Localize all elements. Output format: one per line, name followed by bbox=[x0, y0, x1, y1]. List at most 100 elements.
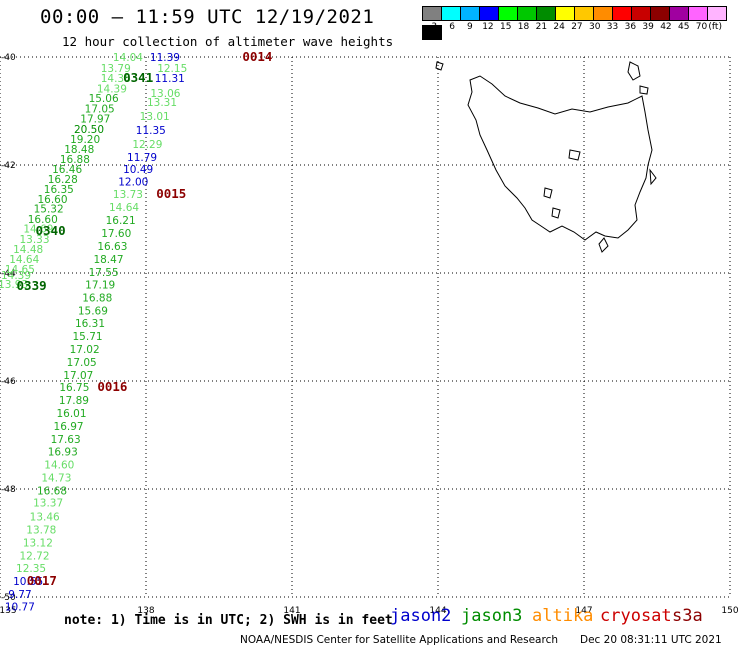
scale-label: 42 bbox=[660, 22, 672, 32]
lat-tick-label: -50 bbox=[1, 593, 16, 603]
lat-tick-label: -42 bbox=[1, 161, 16, 171]
lon-tick-label: 144 bbox=[429, 606, 446, 616]
map-title: 00:00 — 11:59 UTC 12/19/2021 bbox=[40, 6, 375, 28]
wave-height-value: 17.89 bbox=[59, 395, 89, 407]
wave-height-value: 11.79 bbox=[127, 152, 157, 164]
wave-height-value: 13.73 bbox=[113, 189, 143, 201]
wave-height-value: 10.49 bbox=[123, 164, 153, 176]
scale-label: 45 bbox=[678, 22, 690, 32]
wave-height-value: 13.78 bbox=[26, 525, 56, 537]
lon-tick-label: 141 bbox=[283, 606, 300, 616]
wave-height-value: 17.05 bbox=[85, 103, 115, 115]
king-island bbox=[435, 61, 444, 71]
wave-height-value: 13.31 bbox=[147, 97, 177, 109]
wave-height-value: 14.39 bbox=[1, 270, 31, 282]
wave-height-value: 14.69 bbox=[23, 224, 53, 236]
wave-height-value: 17.55 bbox=[89, 267, 119, 279]
wave-height-value: 20.50 bbox=[74, 124, 104, 136]
satellite-legend-s3a: s3a bbox=[672, 606, 703, 626]
flinders-island bbox=[627, 61, 641, 81]
wave-height-value: 17.02 bbox=[70, 344, 100, 356]
lat-tick-label: -44 bbox=[1, 269, 16, 279]
wave-height-value: 10.77 bbox=[5, 602, 35, 614]
pass-time-label: 0339 bbox=[17, 278, 47, 293]
cape-barren-island bbox=[639, 85, 649, 95]
scale-swatch bbox=[707, 6, 727, 21]
wave-height-value: 16.46 bbox=[52, 164, 82, 176]
wave-height-value: 15.71 bbox=[73, 331, 103, 343]
wave-height-value: 14.64 bbox=[109, 202, 139, 214]
satellite-legend-altika: altika bbox=[532, 606, 594, 626]
wave-height-value: 13.12 bbox=[23, 537, 53, 549]
wave-height-value: 9.77 bbox=[8, 589, 31, 601]
wave-height-value: 16.97 bbox=[54, 421, 84, 433]
wave-height-value: 17.63 bbox=[51, 434, 81, 446]
wave-height-value: 14.04 bbox=[113, 52, 143, 64]
scale-label: 39 bbox=[642, 22, 654, 32]
lon-tick-label: 138 bbox=[137, 606, 154, 616]
lake-1 bbox=[568, 149, 581, 161]
wave-height-value: 14.39 bbox=[97, 83, 127, 95]
scale-label: 12 bbox=[482, 22, 494, 32]
wave-height-value: 11.35 bbox=[136, 125, 166, 137]
satellite-legend-cryosat: cryosat bbox=[600, 606, 672, 626]
wave-height-value: 16.75 bbox=[59, 382, 89, 394]
lon-tick-label: 147 bbox=[575, 606, 592, 616]
wave-height-value: 15.32 bbox=[34, 204, 64, 216]
scale-label: 9 bbox=[467, 22, 473, 32]
satellite-legend-jason3: jason3 bbox=[461, 606, 523, 626]
lake-3 bbox=[551, 207, 561, 219]
footer-note: note: 1) Time is in UTC; 2) SWH is in fe… bbox=[64, 613, 393, 628]
scale-label: 15 bbox=[500, 22, 512, 32]
lat-tick-label: -48 bbox=[1, 485, 16, 495]
color-scale-bar bbox=[422, 6, 740, 44]
pass-time-label: 0015 bbox=[156, 186, 186, 201]
scale-label: (ft) bbox=[708, 22, 722, 32]
wave-height-value: 12.35 bbox=[16, 563, 46, 575]
scale-label: 30 bbox=[589, 22, 601, 32]
wave-height-value: 18.48 bbox=[64, 144, 94, 156]
wave-height-value: 16.28 bbox=[48, 174, 78, 186]
tasmania-outline bbox=[467, 75, 653, 241]
wave-height-value: 17.05 bbox=[67, 357, 97, 369]
pass-time-label: 0341 bbox=[123, 70, 153, 85]
generated-timestamp: Dec 20 08:31:11 UTC 2021 bbox=[580, 634, 722, 646]
lon-tick-label: 135 bbox=[0, 606, 17, 616]
scale-label: 21 bbox=[535, 22, 548, 32]
wave-height-value: 13.37 bbox=[33, 498, 63, 510]
wave-height-value: 14.60 bbox=[44, 460, 74, 472]
map-grid bbox=[0, 56, 731, 598]
wave-height-value: 16.60 bbox=[28, 214, 58, 226]
wave-height-value: 16.68 bbox=[37, 486, 67, 498]
wave-height-value: 11.39 bbox=[150, 52, 180, 64]
wave-height-value: 11.31 bbox=[155, 73, 185, 85]
scale-label: 24 bbox=[553, 22, 565, 32]
pass-time-labels: 0014 0341 0015 0340 0339 0016 0017 bbox=[17, 49, 273, 588]
lat-tick-label: -46 bbox=[1, 377, 16, 387]
wave-height-value: 13.06 bbox=[150, 88, 180, 100]
bruny-island bbox=[598, 237, 609, 253]
scale-label: 18 bbox=[517, 22, 530, 32]
wave-height-value: 16.31 bbox=[75, 318, 105, 330]
wave-height-value: 17.60 bbox=[101, 228, 131, 240]
wave-height-value: 13.79 bbox=[101, 63, 131, 75]
pass-time-label: 0017 bbox=[27, 573, 57, 588]
lake-2 bbox=[543, 187, 553, 199]
wave-height-value: 12.00 bbox=[118, 177, 148, 189]
axis-ticks: 135 138 141 144 147 150 -40 -42 -44 -46 -48 -50 bbox=[0, 53, 739, 616]
wave-height-value: 19.20 bbox=[70, 134, 100, 146]
lat-tick-label: -40 bbox=[1, 53, 16, 63]
credit-line: NOAA/NESDIS Center for Satellite Applica… bbox=[240, 634, 558, 646]
wave-height-value: 16.21 bbox=[106, 215, 136, 227]
scale-label: 27 bbox=[571, 22, 583, 32]
satellite-legend-jason2: jason2 bbox=[390, 606, 452, 626]
wave-height-value: 15.06 bbox=[89, 93, 119, 105]
wave-height-value: 13.46 bbox=[30, 512, 60, 524]
scale-label: 3 bbox=[431, 22, 438, 32]
scale-label: 36 bbox=[624, 22, 637, 32]
wave-height-value: 12.72 bbox=[19, 550, 49, 562]
wave-height-value: 16.01 bbox=[56, 408, 86, 420]
color-scale-labels: 3 6 9 12 15 18 21 24 27 30 33 36 39 42 45 70 (ft) bbox=[422, 22, 740, 34]
wave-height-value: 16.60 bbox=[37, 194, 67, 206]
